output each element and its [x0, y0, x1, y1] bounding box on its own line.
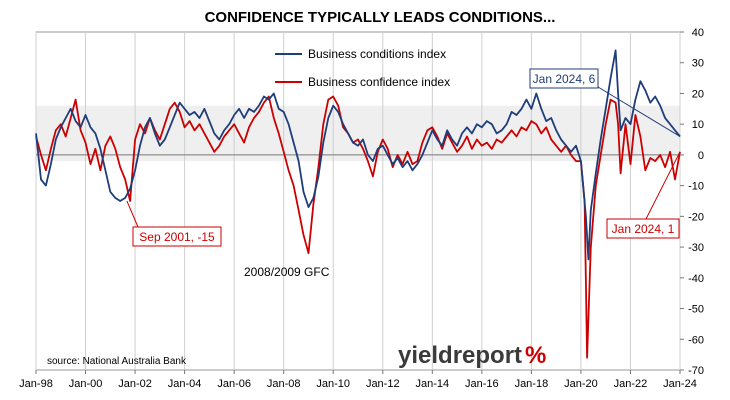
- annotation-sep2001: Sep 2001, -15: [126, 200, 222, 247]
- x-axis: Jan-98 Jan-00 Jan-02 Jan-04 Jan-06 Jan-08 Jan-…: [19, 370, 697, 390]
- y-tick-label: -40: [688, 273, 704, 285]
- business-conditions-index-line: [35, 49, 681, 261]
- annotation-box: [132, 226, 222, 247]
- y-tick-label: 10: [692, 119, 704, 131]
- annotation-box: [529, 68, 599, 89]
- annotation-leader: [126, 200, 139, 228]
- x-tick-label: Jan-08: [267, 378, 301, 390]
- y-tick-label: -30: [688, 242, 704, 254]
- y-axis: 40 30 20 10 0 -10 -20 -30 -40 -50 -60 -70: [680, 27, 704, 377]
- annotation-label: Jan 2024, 1: [612, 222, 675, 236]
- x-tick-label: Jan-22: [614, 378, 648, 390]
- legend-label-conditions: Business conditions index: [308, 47, 446, 61]
- annotation-jan2024-conditions: Jan 2024, 6: [529, 68, 681, 137]
- x-tick-label: Jan-14: [415, 378, 449, 390]
- x-tick-label: Jan-18: [515, 378, 549, 390]
- brand-logo: yieldreport%: [398, 342, 546, 369]
- brand-wordmark: yieldreport: [398, 342, 522, 369]
- y-tick-label: 40: [692, 27, 704, 39]
- y-tick-label: -60: [688, 334, 704, 346]
- x-tick-label: Jan-06: [217, 378, 251, 390]
- x-tick-label: Jan-12: [366, 378, 400, 390]
- y-tick-label: -10: [688, 181, 704, 193]
- annotation-box: [606, 218, 680, 239]
- x-tick-label: Jan-02: [118, 378, 152, 390]
- annotation-leader: [597, 86, 681, 137]
- legend-label-confidence: Business confidence index: [308, 75, 450, 89]
- x-tick-label: Jan-20: [564, 378, 598, 390]
- series-layer: [35, 49, 681, 359]
- annotation-leader: [645, 151, 681, 220]
- y-tick-label: 30: [692, 58, 704, 70]
- x-tick-label: Jan-16: [465, 378, 499, 390]
- legend: Business conditions index Business confi…: [275, 47, 450, 89]
- annotation-label: Jan 2024, 6: [533, 72, 596, 86]
- y-tick-label: 20: [692, 88, 704, 100]
- annotation-jan2024-confidence: Jan 2024, 1: [606, 151, 681, 239]
- x-tick-label: Jan-10: [316, 378, 350, 390]
- x-tick-label: Jan-98: [19, 378, 53, 390]
- source-note: source: National Australia Bank: [47, 356, 187, 367]
- neutral-band: [36, 105, 680, 162]
- brand-percent-mark: %: [525, 342, 546, 369]
- annotation-label: Sep 2001, -15: [139, 230, 215, 244]
- x-tick-label: Jan-04: [168, 378, 202, 390]
- y-tick-label: 0: [698, 150, 704, 162]
- x-tick-label: Jan-24: [663, 378, 697, 390]
- x-tick-label: Jan-00: [69, 378, 103, 390]
- chart-title: CONFIDENCE TYPICALLY LEADS CONDITIONS...: [205, 9, 556, 26]
- y-tick-label: -70: [688, 365, 704, 377]
- y-tick-label: -50: [688, 304, 704, 316]
- annotation-gfc: 2008/2009 GFC: [244, 265, 330, 279]
- svg-text:yieldreport%: yieldreport%: [398, 342, 546, 369]
- y-tick-label: -20: [688, 211, 704, 223]
